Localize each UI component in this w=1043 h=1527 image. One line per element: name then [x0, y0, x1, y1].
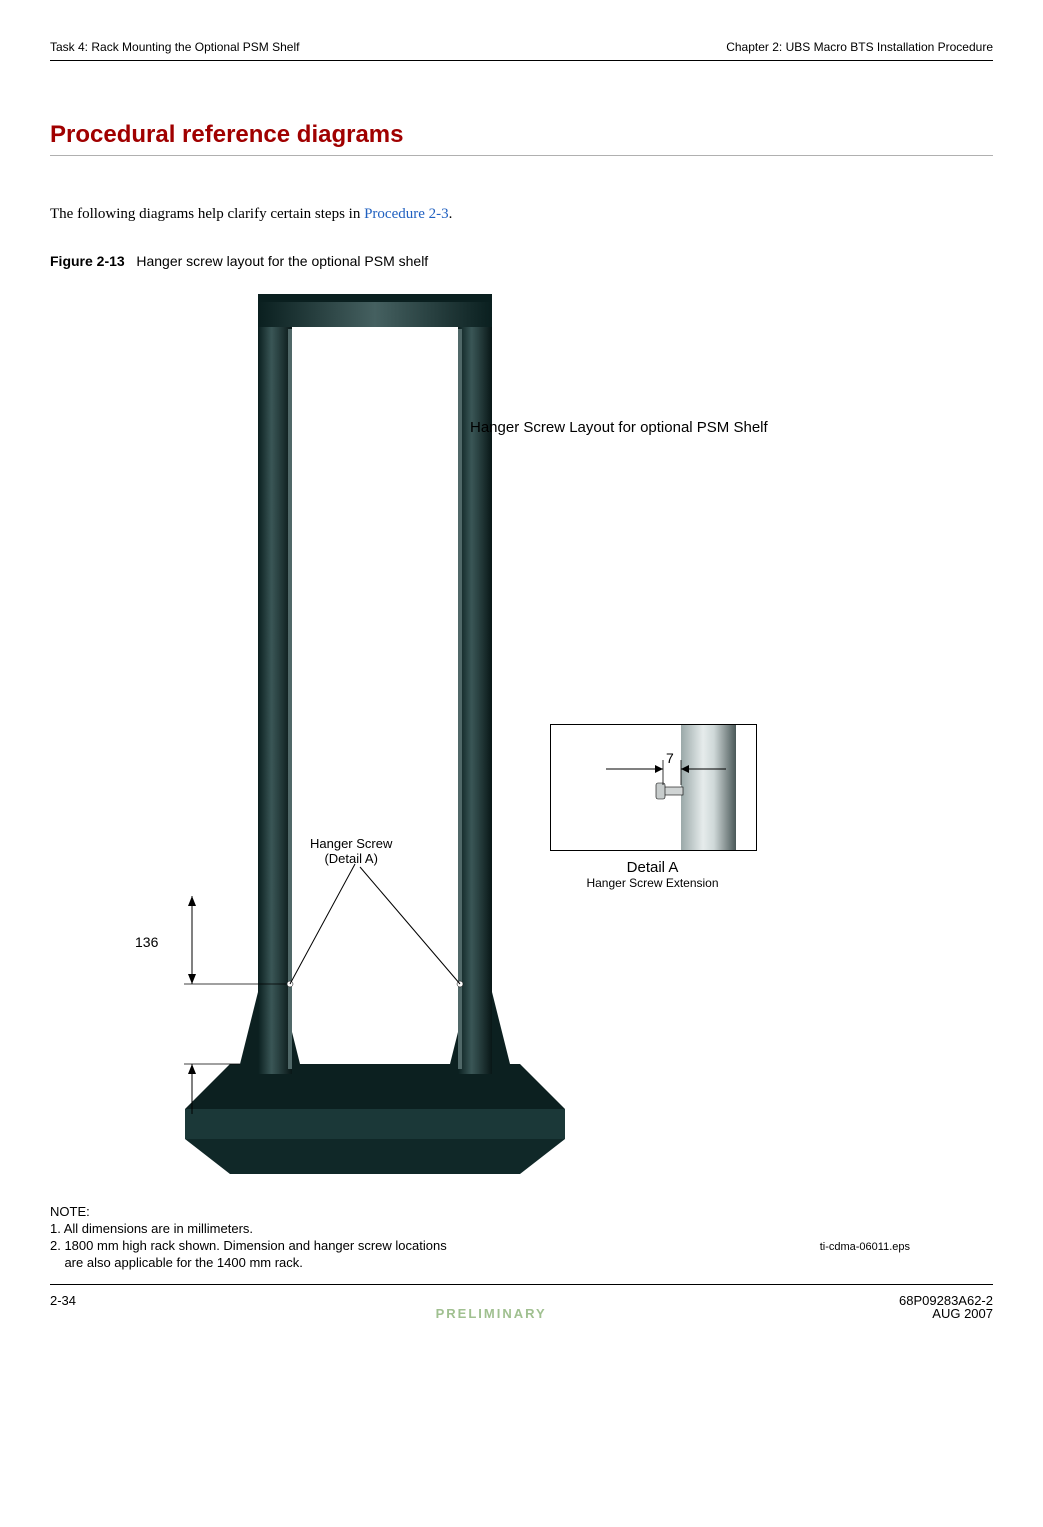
dim-arrowhead-up	[188, 1064, 196, 1074]
footer-date: AUG 2007	[932, 1306, 993, 1321]
dim-136-label: 136	[135, 934, 158, 950]
figure-caption: Figure 2-13 Hanger screw layout for the …	[50, 253, 993, 269]
dim-7-label: 7	[666, 750, 674, 766]
figure-area: Hanger Screw Layout for optional PSM She…	[50, 284, 950, 1284]
note-2b: are also applicable for the 1400 mm rack…	[50, 1255, 447, 1272]
top-rule	[50, 60, 993, 61]
rack-base-bottom	[185, 1139, 565, 1174]
figure-id: ti-cdma-06011.eps	[820, 1241, 910, 1253]
header-right: Chapter 2: UBS Macro BTS Installation Pr…	[726, 40, 993, 54]
figure-label: Figure 2-13	[50, 253, 125, 269]
intro-text-post: .	[449, 206, 453, 222]
rack-top-bar	[258, 299, 492, 327]
note-heading: NOTE:	[50, 1204, 447, 1221]
figure-title-label: Hanger Screw Layout for optional PSM She…	[470, 419, 768, 436]
rack-base-back	[185, 1064, 565, 1109]
figure-caption-text: Hanger screw layout for the optional PSM…	[136, 253, 428, 269]
hanger-screw-label-1: Hanger Screw	[310, 836, 392, 851]
dim-arrowhead-up-outer	[188, 896, 196, 906]
detail-screw-head	[656, 783, 665, 799]
header-left: Task 4: Rack Mounting the Optional PSM S…	[50, 40, 299, 54]
rack-top-edge	[258, 294, 492, 302]
rack-right-holes	[458, 329, 462, 1069]
detail-a-box: 7	[550, 724, 757, 851]
dim-arrowhead-down	[188, 974, 196, 984]
detail-rail	[681, 725, 736, 850]
note-1: 1. All dimensions are in millimeters.	[50, 1221, 447, 1238]
detail-a-caption: Detail A Hanger Screw Extension	[550, 859, 755, 890]
footer-preliminary: PRELIMINARY	[436, 1306, 547, 1321]
intro-paragraph: The following diagrams help clarify cert…	[50, 206, 993, 223]
figure-notes: NOTE: 1. All dimensions are in millimete…	[50, 1204, 447, 1272]
rack-left-post	[258, 314, 292, 1074]
leader-line-2	[360, 867, 460, 984]
section-rule	[50, 155, 993, 156]
rack-base-front	[185, 1109, 565, 1139]
detail-a-title: Detail A	[550, 859, 755, 876]
leader-line-1	[290, 864, 355, 984]
procedure-link[interactable]: Procedure 2-3	[364, 206, 449, 222]
detail-a-sub: Hanger Screw Extension	[550, 876, 755, 890]
section-title: Procedural reference diagrams	[50, 121, 993, 149]
intro-text-pre: The following diagrams help clarify cert…	[50, 206, 364, 222]
detail-a-svg	[551, 725, 756, 850]
note-2a: 2. 1800 mm high rack shown. Dimension an…	[50, 1238, 447, 1255]
detail-screw-shaft	[663, 787, 683, 795]
rack-left-holes	[288, 329, 292, 1069]
bottom-rule	[50, 1284, 993, 1285]
footer-page: 2-34	[50, 1293, 76, 1308]
detail-arrow-l	[655, 765, 663, 773]
hanger-screw-label-2: (Detail A)	[310, 851, 392, 866]
